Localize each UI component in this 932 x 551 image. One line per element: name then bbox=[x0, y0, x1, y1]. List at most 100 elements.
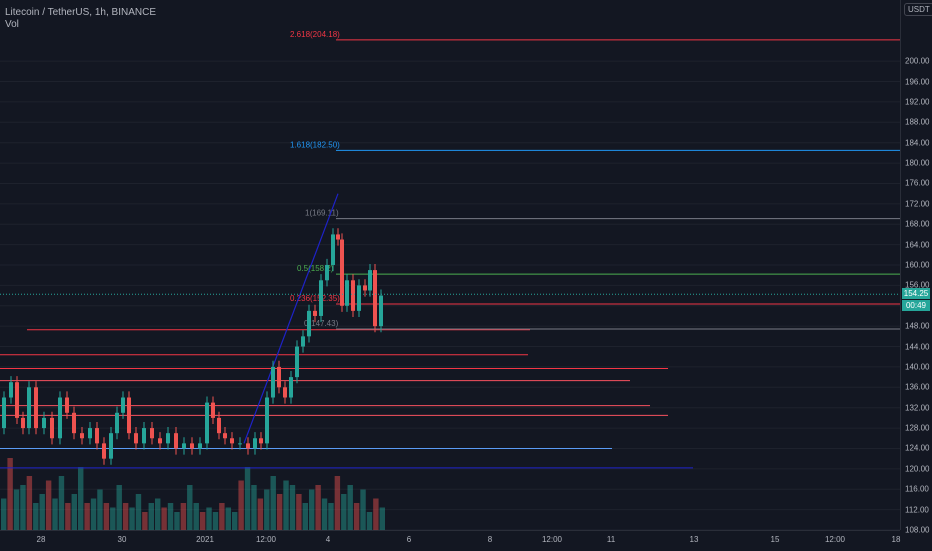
candle-body bbox=[102, 443, 106, 459]
candle-body bbox=[223, 433, 227, 439]
price-tick-label: 120.00 bbox=[905, 464, 930, 474]
candle-body bbox=[363, 285, 367, 291]
volume-bar bbox=[276, 494, 283, 530]
volume-bar bbox=[232, 512, 238, 530]
candle-body bbox=[121, 397, 125, 413]
candle-body bbox=[205, 402, 209, 444]
fib-level-label: 1(169.11) bbox=[305, 209, 339, 218]
price-tick-label: 148.00 bbox=[905, 321, 930, 331]
volume-bar bbox=[13, 489, 20, 530]
price-tick-label: 124.00 bbox=[905, 443, 930, 453]
price-tick-label: 184.00 bbox=[905, 138, 930, 148]
volume-bar bbox=[334, 476, 341, 530]
candle-body bbox=[295, 346, 299, 378]
candlestick-chart[interactable]: 2.618(204.18) 1.618(182.50) 1(169.11) 0.5(1… bbox=[0, 0, 900, 530]
volume-bar bbox=[7, 458, 13, 530]
candle-body bbox=[351, 280, 355, 311]
candle-body bbox=[182, 443, 186, 449]
candle-body bbox=[80, 433, 84, 439]
candle-body bbox=[368, 270, 372, 291]
chart-area[interactable]: 2.618(204.18) 1.618(182.50) 1(169.11) 0.5(1… bbox=[0, 0, 900, 530]
candle-body bbox=[190, 443, 194, 449]
price-axis[interactable]: USDT 108.00 112.00 116.00 120.00 124.00 128.0… bbox=[900, 0, 932, 535]
price-tick-label: 112.00 bbox=[905, 505, 929, 515]
volume-bar bbox=[71, 494, 77, 530]
volume-bar bbox=[366, 512, 373, 530]
volume-bar bbox=[225, 507, 231, 530]
volume-bar bbox=[180, 503, 187, 530]
price-tick-label: 176.00 bbox=[905, 178, 930, 188]
volume-bar bbox=[161, 507, 167, 530]
price-tick-label: 180.00 bbox=[905, 158, 930, 168]
current-price-label: 154.25 bbox=[902, 288, 930, 300]
time-tick-label: 11 bbox=[606, 535, 616, 544]
time-tick-label: 13 bbox=[689, 535, 699, 544]
volume-bar bbox=[206, 507, 212, 530]
candle-body bbox=[115, 412, 119, 434]
currency-badge[interactable]: USDT bbox=[904, 3, 932, 16]
volume-bar bbox=[341, 494, 347, 530]
candle-body bbox=[331, 234, 335, 265]
price-tick-label: 144.00 bbox=[905, 342, 930, 352]
volume-bar bbox=[302, 503, 308, 530]
candle-body bbox=[289, 377, 293, 398]
time-tick-label: 30 bbox=[117, 535, 127, 544]
volume-bar bbox=[360, 489, 366, 530]
volume-bar bbox=[174, 512, 180, 530]
price-tick-label: 172.00 bbox=[905, 199, 930, 209]
candle-body bbox=[65, 397, 69, 413]
fib-level-label: 0.236(152.35) bbox=[290, 294, 340, 303]
candle-countdown-label: 00:49 bbox=[902, 300, 930, 312]
time-tick-label: 18 bbox=[891, 535, 901, 544]
candle-body bbox=[174, 433, 178, 449]
candle-body bbox=[336, 234, 340, 240]
trend-line bbox=[243, 193, 339, 444]
candle-body bbox=[265, 397, 269, 444]
price-tick-label: 116.00 bbox=[905, 484, 929, 494]
volume-bar bbox=[193, 503, 199, 530]
volume-bar bbox=[347, 485, 353, 530]
volume-bar bbox=[20, 485, 26, 530]
volume-legend[interactable]: Vol bbox=[5, 19, 19, 30]
volume-bar bbox=[283, 480, 289, 530]
volume-bar bbox=[129, 507, 135, 530]
time-axis[interactable]: 28 30 2021 12:00 4 6 8 12:00 11 13 15 12:00 18 bbox=[0, 530, 900, 551]
volume-bar bbox=[116, 485, 122, 530]
volume-bar bbox=[33, 503, 39, 530]
candle-body bbox=[72, 412, 76, 434]
volume-bar bbox=[296, 494, 302, 530]
volume-bar bbox=[110, 507, 116, 530]
volume-bar bbox=[244, 467, 251, 530]
volume-bar bbox=[1, 498, 7, 530]
time-tick-label: 12:00 bbox=[255, 535, 277, 544]
volume-bar bbox=[45, 480, 52, 530]
volume-bar bbox=[219, 503, 225, 530]
volume-bar bbox=[328, 503, 334, 530]
volume-bar bbox=[135, 494, 142, 530]
time-tick-label: 12:00 bbox=[824, 535, 846, 544]
price-tick-label: 192.00 bbox=[905, 97, 930, 107]
candle-body bbox=[373, 270, 377, 327]
price-tick-label: 156.00 bbox=[905, 280, 930, 290]
candle-body bbox=[253, 438, 257, 449]
volume-bar bbox=[97, 489, 103, 530]
volume-bar bbox=[167, 503, 174, 530]
volume-bar bbox=[238, 480, 244, 530]
volume-bar bbox=[212, 512, 219, 530]
price-tick-label: 188.00 bbox=[905, 117, 930, 127]
price-tick-label: 196.00 bbox=[905, 77, 930, 87]
price-tick-label: 136.00 bbox=[905, 382, 930, 392]
fib-level-label: 0(147.43) bbox=[304, 319, 339, 328]
candle-body bbox=[142, 428, 146, 444]
volume-bar bbox=[58, 476, 65, 530]
candle-body bbox=[127, 397, 131, 434]
fib-level-label: 0.5(158.2) bbox=[297, 264, 334, 273]
candle-body bbox=[166, 433, 170, 444]
volume-bar bbox=[251, 485, 257, 530]
symbol-legend[interactable]: Litecoin / TetherUS, 1h, BINANCE bbox=[5, 7, 156, 18]
volume-bar bbox=[289, 485, 296, 530]
candle-body bbox=[198, 443, 202, 449]
volume-bar bbox=[103, 503, 110, 530]
candle-body bbox=[21, 417, 25, 429]
candle-body bbox=[158, 438, 162, 444]
